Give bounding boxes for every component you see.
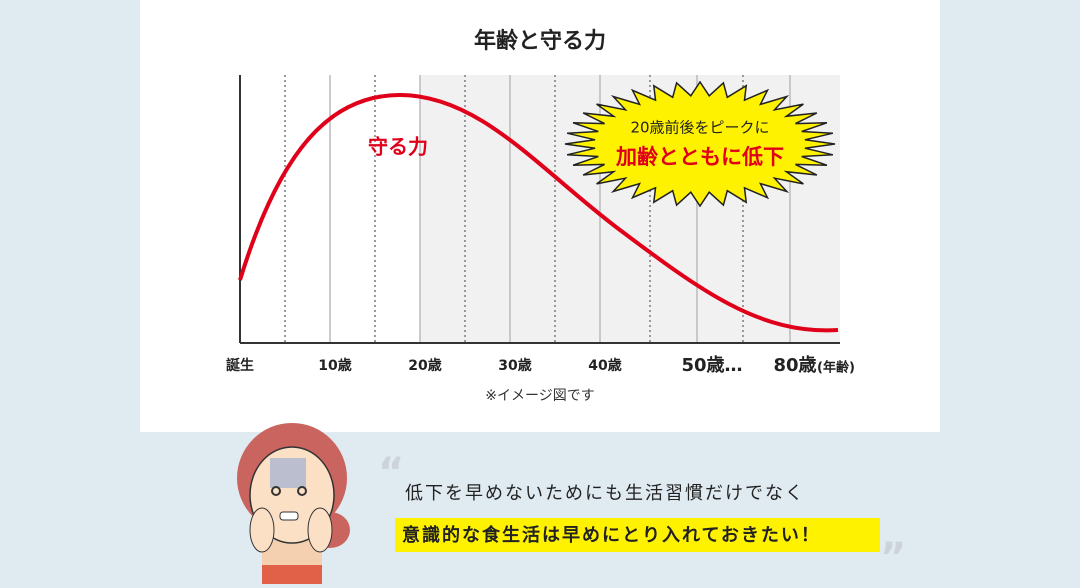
woman-illustration — [237, 423, 350, 584]
x-label: 40歳 — [588, 357, 621, 374]
highlight — [395, 518, 880, 552]
chart-title: 年齢と守る力 — [474, 28, 606, 54]
x-label: 20歳 — [408, 357, 441, 374]
callout-line: 20歳前後をピークに — [630, 119, 769, 137]
message-line: 意識的な食生活は早めにとり入れておきたい！ — [402, 524, 821, 546]
quote-close: ” — [880, 535, 906, 581]
curve — [238, 92, 839, 333]
x-label: 30歳 — [498, 357, 531, 374]
x-label: 誕生 — [226, 357, 254, 374]
x-labels: 誕生 10歳 20歳 30歳 40歳 50歳… 80歳 (年齢) — [226, 355, 855, 376]
x-unit: (年齢) — [817, 360, 855, 376]
curve-label: 守る力 — [368, 135, 428, 159]
x-label: 80歳 — [773, 355, 816, 376]
quote-open: “ — [378, 450, 404, 496]
x-label: 10歳 — [318, 357, 351, 374]
message-line: 低下を早めないためにも生活習慣だけでなく — [405, 483, 805, 504]
callout-line: 加齢とともに低下 — [615, 145, 784, 169]
callout-burst — [564, 80, 836, 208]
x-label: 50歳… — [681, 355, 742, 376]
note: ※イメージ図です — [485, 388, 594, 404]
